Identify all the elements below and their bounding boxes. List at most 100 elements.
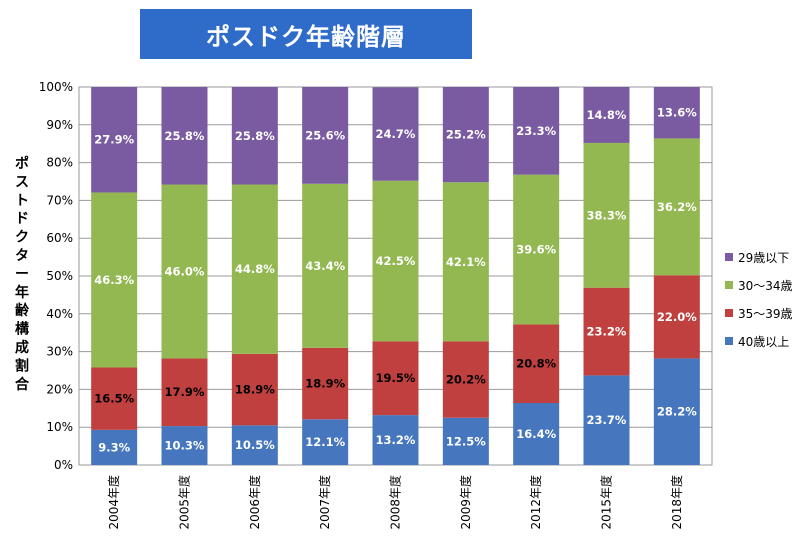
data-label: 25.6% — [305, 128, 345, 142]
y-tick-labels: 0% 10% 20% 30% 40% 50% 60% 70% 80% 90% 100% — [39, 80, 73, 472]
data-label: 16.5% — [94, 392, 134, 406]
data-label: 18.9% — [235, 383, 275, 397]
bar-segment — [653, 358, 700, 465]
bar-segment — [583, 375, 630, 465]
data-label: 10.3% — [165, 439, 205, 453]
data-label: 36.2% — [657, 200, 697, 214]
chart-title: ポスドク年齢階層 — [140, 9, 472, 59]
bar-segment — [372, 180, 419, 342]
bar-segment — [231, 184, 278, 354]
y-tick-label: 10% — [46, 420, 73, 434]
x-tick-label: 2008年度 — [388, 475, 403, 530]
data-label: 19.5% — [376, 371, 416, 385]
data-label: 10.5% — [235, 438, 275, 452]
bar-segment — [583, 87, 630, 143]
y-axis-label-text: ポストドクター年齢構成割合 — [15, 155, 30, 393]
data-label: 20.8% — [516, 357, 556, 371]
data-label: 17.9% — [165, 385, 205, 399]
data-label: 12.1% — [305, 435, 345, 449]
bar-segment — [372, 415, 419, 465]
bar-segment — [302, 347, 349, 420]
data-label: 22.0% — [657, 310, 697, 324]
y-tick-label: 30% — [46, 345, 73, 359]
bar-segment — [91, 429, 138, 465]
x-tick-label: 2012年度 — [528, 475, 543, 530]
legend: 29歳以下 30～34歳 35～39歳 40歳以上 — [725, 251, 793, 349]
x-tick-labels: 2004年度 2005年度 2006年度 2007年度 2008年度 2009年度 2012… — [106, 475, 684, 530]
bar-segment — [583, 142, 630, 288]
y-axis-label: ポストドクター年齢構成割合 — [15, 155, 30, 393]
bar-segment — [302, 183, 349, 348]
bar-segment — [91, 367, 138, 430]
bar-segment — [302, 419, 349, 465]
legend-entry: 35～39歳 — [738, 307, 793, 321]
bar-segment — [513, 87, 560, 175]
bar-segment — [161, 184, 208, 359]
bar-segment — [513, 174, 560, 325]
legend-swatch — [725, 337, 733, 345]
legend-entry: 30～34歳 — [738, 279, 793, 293]
data-label: 23.7% — [587, 413, 627, 427]
bar-segment — [442, 182, 489, 342]
bar-segment — [442, 417, 489, 465]
y-tick-label: 40% — [46, 307, 73, 321]
data-label: 23.3% — [516, 124, 556, 138]
data-label: 25.8% — [165, 129, 205, 143]
data-label: 24.7% — [376, 127, 416, 141]
bar-segment — [161, 426, 208, 465]
data-label: 43.4% — [305, 259, 345, 273]
bar-segment — [161, 87, 208, 185]
bar-segment — [653, 138, 700, 276]
y-tick-label: 0% — [54, 458, 73, 472]
bar-segment — [91, 192, 138, 368]
x-tick-label: 2005年度 — [177, 475, 192, 530]
data-label: 18.9% — [305, 377, 345, 391]
bar-segment — [161, 358, 208, 427]
data-labels: 9.3% 16.5% 46.3% 27.9% 10.3% 17.9% 46.0% 25.8% 1… — [94, 106, 697, 455]
legend-swatch — [725, 281, 733, 289]
bar-segment — [653, 87, 700, 139]
legend-swatch — [725, 253, 733, 261]
data-label: 39.6% — [516, 243, 556, 257]
bar-segment — [513, 324, 560, 404]
data-label: 16.4% — [516, 427, 556, 441]
y-tick-label: 50% — [46, 269, 73, 283]
data-label: 12.5% — [446, 434, 486, 448]
bar-segment — [231, 353, 278, 426]
data-label: 46.0% — [165, 264, 205, 278]
y-tick-label: 100% — [39, 80, 73, 94]
bar-segment — [513, 403, 560, 465]
data-label: 13.2% — [376, 433, 416, 447]
bar-segment — [372, 87, 419, 181]
legend-entry: 40歳以上 — [738, 335, 789, 349]
data-label: 42.5% — [376, 254, 416, 268]
bar-segment — [91, 87, 138, 193]
x-tick-label: 2015年度 — [599, 475, 614, 530]
y-tick-label: 80% — [46, 156, 73, 170]
data-label: 13.6% — [657, 106, 697, 120]
x-tick-label: 2004年度 — [106, 475, 121, 530]
y-tick-label: 70% — [46, 193, 73, 207]
data-label: 25.8% — [235, 129, 275, 143]
data-label: 44.8% — [235, 262, 275, 276]
bar-segment — [231, 425, 278, 465]
data-label: 28.2% — [657, 405, 697, 419]
bar-segment — [302, 87, 349, 184]
data-label: 42.1% — [446, 255, 486, 269]
data-label: 27.9% — [94, 133, 134, 147]
bar-segment — [653, 275, 700, 359]
x-tick-label: 2006年度 — [247, 475, 262, 530]
x-tick-label: 2009年度 — [458, 475, 473, 530]
data-label: 14.8% — [587, 108, 627, 122]
x-tick-label: 2018年度 — [669, 475, 684, 530]
bar-segment — [372, 341, 419, 416]
bar-segment — [231, 87, 278, 185]
y-tick-label: 90% — [46, 118, 73, 132]
legend-swatch — [725, 309, 733, 317]
x-tick-label: 2007年度 — [317, 475, 332, 530]
data-label: 25.2% — [446, 128, 486, 142]
y-tick-label: 60% — [46, 231, 73, 245]
data-label: 38.3% — [587, 208, 627, 222]
bar-segment — [583, 287, 630, 376]
